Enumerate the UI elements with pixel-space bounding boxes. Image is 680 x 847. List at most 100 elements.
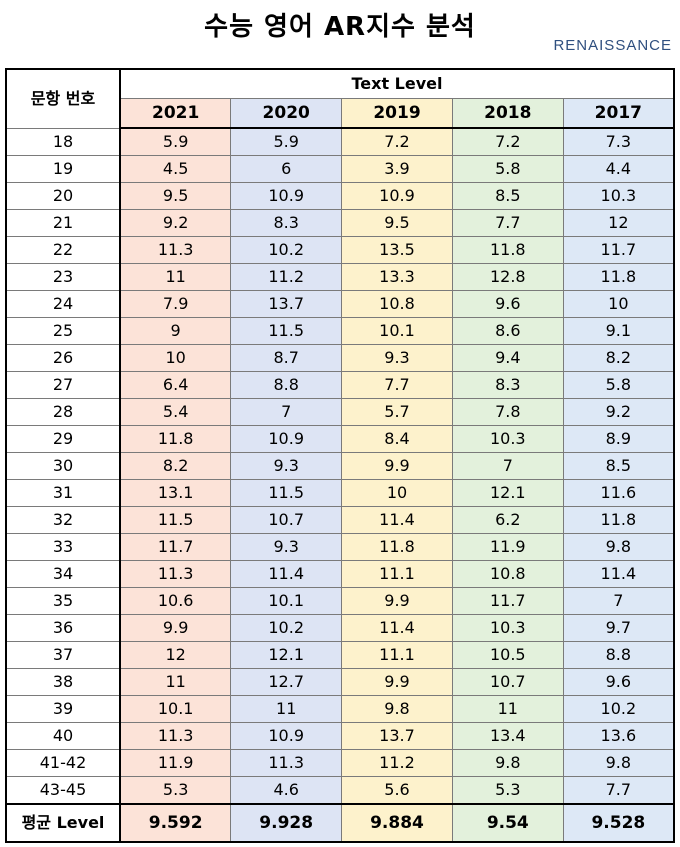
cell-2017: 13.6 bbox=[562, 722, 675, 750]
cell-2017: 8.9 bbox=[562, 425, 675, 453]
cell-2017: 7.3 bbox=[562, 127, 675, 156]
cell-2017: 9.2 bbox=[562, 398, 675, 426]
table-row: 32 11.5 10.7 11.4 6.2 11.8 bbox=[5, 506, 675, 534]
cell-2021: 11.3 bbox=[119, 722, 232, 750]
table-row: 43-45 5.3 4.6 5.6 5.3 7.7 bbox=[5, 776, 675, 805]
cell-2018: 7 bbox=[451, 452, 564, 480]
cell-2018: 8.3 bbox=[451, 371, 564, 399]
cell-2019: 13.3 bbox=[341, 263, 453, 291]
question-number: 43-45 bbox=[5, 776, 121, 805]
table-row: 24 7.9 13.7 10.8 9.6 10 bbox=[5, 290, 675, 318]
cell-2019: 10.1 bbox=[341, 317, 453, 345]
cell-2020: 7 bbox=[230, 398, 343, 426]
cell-2018: 11 bbox=[451, 695, 564, 723]
cell-2018: 5.8 bbox=[451, 155, 564, 183]
cell-2017: 9.1 bbox=[562, 317, 675, 345]
cell-2020: 11.2 bbox=[230, 263, 343, 291]
cell-2021: 8.2 bbox=[119, 452, 232, 480]
table-row: 22 11.3 10.2 13.5 11.8 11.7 bbox=[5, 236, 675, 264]
cell-2021: 11.7 bbox=[119, 533, 232, 561]
question-number: 18 bbox=[5, 127, 121, 156]
cell-2019: 11.2 bbox=[341, 749, 453, 777]
cell-2017: 11.8 bbox=[562, 506, 675, 534]
cell-2018: 11.8 bbox=[451, 236, 564, 264]
average-2020: 9.928 bbox=[230, 803, 343, 843]
cell-2017: 9.7 bbox=[562, 614, 675, 642]
question-number: 24 bbox=[5, 290, 121, 318]
table-row: 39 10.1 11 9.8 11 10.2 bbox=[5, 695, 675, 723]
cell-2021: 11.5 bbox=[119, 506, 232, 534]
cell-2017: 8.8 bbox=[562, 641, 675, 669]
cell-2021: 4.5 bbox=[119, 155, 232, 183]
year-header-2021: 2021 bbox=[119, 98, 232, 129]
cell-2020: 4.6 bbox=[230, 776, 343, 805]
cell-2018: 7.2 bbox=[451, 127, 564, 156]
cell-2017: 9.6 bbox=[562, 668, 675, 696]
table-row: 35 10.6 10.1 9.9 11.7 7 bbox=[5, 587, 675, 615]
cell-2019: 9.5 bbox=[341, 209, 453, 237]
question-number: 26 bbox=[5, 344, 121, 372]
cell-2018: 5.3 bbox=[451, 776, 564, 805]
cell-2020: 12.1 bbox=[230, 641, 343, 669]
cell-2017: 10.2 bbox=[562, 695, 675, 723]
table-row: 38 11 12.7 9.9 10.7 9.6 bbox=[5, 668, 675, 696]
question-number: 35 bbox=[5, 587, 121, 615]
cell-2020: 10.9 bbox=[230, 425, 343, 453]
table-row: 29 11.8 10.9 8.4 10.3 8.9 bbox=[5, 425, 675, 453]
cell-2017: 12 bbox=[562, 209, 675, 237]
cell-2021: 12 bbox=[119, 641, 232, 669]
cell-2020: 9.3 bbox=[230, 452, 343, 480]
page-title: 수능 영어 AR지수 분석 bbox=[204, 12, 476, 42]
year-header-2017: 2017 bbox=[562, 98, 675, 129]
cell-2019: 11.1 bbox=[341, 560, 453, 588]
table-row: 28 5.4 7 5.7 7.8 9.2 bbox=[5, 398, 675, 426]
cell-2019: 9.3 bbox=[341, 344, 453, 372]
cell-2021: 7.9 bbox=[119, 290, 232, 318]
table-row: 34 11.3 11.4 11.1 10.8 11.4 bbox=[5, 560, 675, 588]
cell-2017: 7.7 bbox=[562, 776, 675, 805]
cell-2019: 11.4 bbox=[341, 614, 453, 642]
question-number: 30 bbox=[5, 452, 121, 480]
cell-2020: 10.9 bbox=[230, 182, 343, 210]
cell-2020: 12.7 bbox=[230, 668, 343, 696]
cell-2021: 5.3 bbox=[119, 776, 232, 805]
cell-2018: 10.8 bbox=[451, 560, 564, 588]
cell-2018: 13.4 bbox=[451, 722, 564, 750]
cell-2018: 9.6 bbox=[451, 290, 564, 318]
cell-2019: 13.7 bbox=[341, 722, 453, 750]
question-number: 29 bbox=[5, 425, 121, 453]
cell-2019: 9.9 bbox=[341, 587, 453, 615]
cell-2019: 11.1 bbox=[341, 641, 453, 669]
year-header-2019: 2019 bbox=[341, 98, 453, 129]
cell-2018: 10.7 bbox=[451, 668, 564, 696]
cell-2018: 10.3 bbox=[451, 614, 564, 642]
table-row: 27 6.4 8.8 7.7 8.3 5.8 bbox=[5, 371, 675, 399]
year-header-2018: 2018 bbox=[451, 98, 564, 129]
cell-2018: 10.5 bbox=[451, 641, 564, 669]
table-row: 19 4.5 6 3.9 5.8 4.4 bbox=[5, 155, 675, 183]
cell-2019: 11.8 bbox=[341, 533, 453, 561]
cell-2019: 8.4 bbox=[341, 425, 453, 453]
question-number: 38 bbox=[5, 668, 121, 696]
cell-2017: 9.8 bbox=[562, 533, 675, 561]
question-number: 28 bbox=[5, 398, 121, 426]
question-number: 20 bbox=[5, 182, 121, 210]
cell-2021: 11.3 bbox=[119, 236, 232, 264]
cell-2020: 8.8 bbox=[230, 371, 343, 399]
table-row: 21 9.2 8.3 9.5 7.7 12 bbox=[5, 209, 675, 237]
cell-2019: 7.2 bbox=[341, 127, 453, 156]
cell-2018: 7.8 bbox=[451, 398, 564, 426]
cell-2018: 8.5 bbox=[451, 182, 564, 210]
table-row: 41-42 11.9 11.3 11.2 9.8 9.8 bbox=[5, 749, 675, 777]
cell-2017: 11.7 bbox=[562, 236, 675, 264]
table-row: 33 11.7 9.3 11.8 11.9 9.8 bbox=[5, 533, 675, 561]
table-row: 37 12 12.1 11.1 10.5 8.8 bbox=[5, 641, 675, 669]
cell-2021: 9.9 bbox=[119, 614, 232, 642]
question-number: 23 bbox=[5, 263, 121, 291]
table-row: 31 13.1 11.5 10 12.1 11.6 bbox=[5, 479, 675, 507]
cell-2021: 6.4 bbox=[119, 371, 232, 399]
cell-2019: 10.8 bbox=[341, 290, 453, 318]
cell-2019: 7.7 bbox=[341, 371, 453, 399]
cell-2017: 11.6 bbox=[562, 479, 675, 507]
cell-2019: 9.9 bbox=[341, 668, 453, 696]
